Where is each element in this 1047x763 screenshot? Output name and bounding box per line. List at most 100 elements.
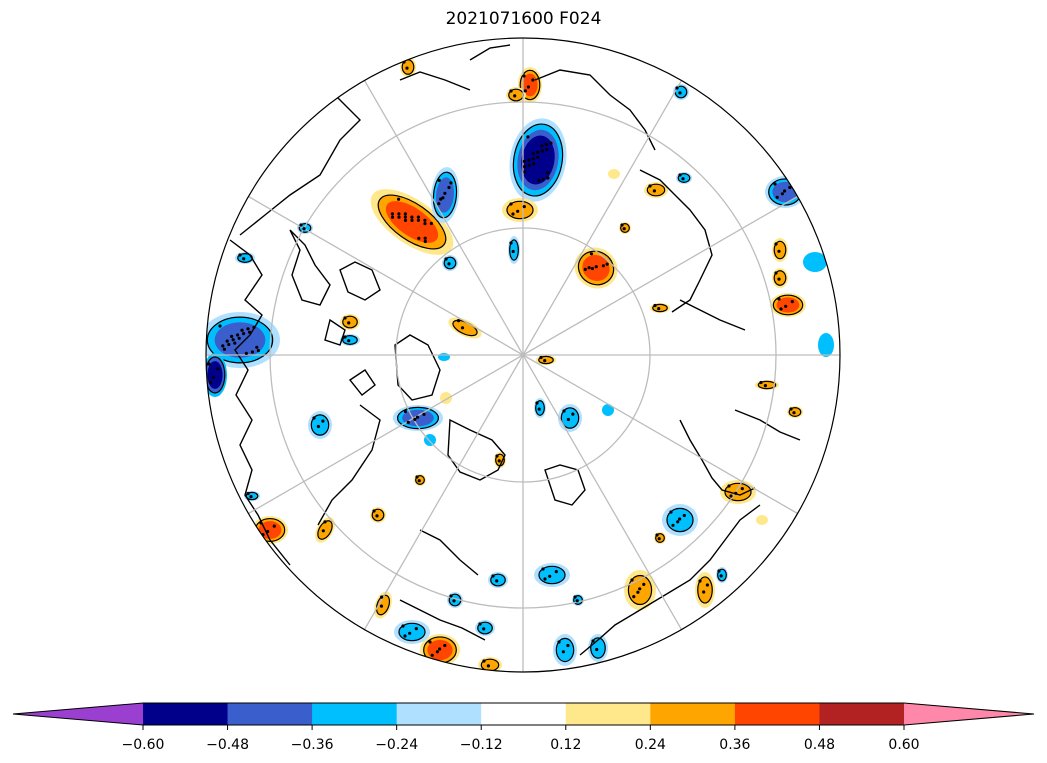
stipple-dot <box>423 239 427 244</box>
map-title: 2021071600 F024 <box>445 9 602 29</box>
stipple-dot <box>527 158 531 162</box>
stipple-dot <box>347 339 351 343</box>
stipple-dot <box>497 459 501 463</box>
stipple-dot <box>523 170 527 174</box>
stipple-dot <box>347 321 351 325</box>
coastline <box>734 409 801 441</box>
stipple-dot <box>636 590 640 594</box>
stipple-dot <box>435 650 439 654</box>
map-boundary <box>205 37 841 673</box>
stipple-dot <box>773 182 777 186</box>
stipple-dot <box>513 94 517 98</box>
stipple-dot <box>482 627 486 631</box>
stipple-dot <box>622 227 626 231</box>
stipple-dot <box>413 417 417 421</box>
stipple-dot <box>779 307 783 311</box>
stipple-dot <box>545 148 549 152</box>
stipple-dot <box>561 650 566 654</box>
stipple-dot <box>415 475 419 479</box>
stipple-dot <box>255 345 259 349</box>
stipple-dot <box>416 218 420 222</box>
meridian-line <box>363 354 524 630</box>
stipple-dot <box>544 142 549 146</box>
stipple-dot <box>591 639 595 643</box>
coastline <box>239 89 361 236</box>
coastline <box>289 229 331 306</box>
stipple-dot <box>571 412 575 416</box>
stipple-dot <box>343 335 347 339</box>
stipple-dot <box>238 253 242 257</box>
stipple-dot <box>439 197 443 201</box>
colorbar-bin <box>650 703 736 725</box>
stipple-dot <box>522 74 526 78</box>
meridian-line <box>522 354 683 630</box>
stipple-dot <box>790 300 794 304</box>
stipple-dot <box>422 412 426 416</box>
anomaly-region <box>385 201 439 243</box>
stipple-dot <box>491 574 495 578</box>
colorbar-tick-label: 0.12 <box>550 737 581 753</box>
anomaly-region <box>608 169 620 179</box>
stipple-dot <box>540 144 544 148</box>
stipple-dot <box>789 407 793 411</box>
coastlines <box>229 44 801 656</box>
stipple-dot <box>375 514 379 518</box>
stipple-dot <box>380 595 384 599</box>
meridian-line <box>522 195 798 356</box>
stipple-dot <box>543 577 547 581</box>
stipple-dot <box>594 265 598 269</box>
stipple-dot <box>316 424 320 429</box>
stipple-dot <box>620 223 624 227</box>
anomaly-region <box>697 576 713 604</box>
coastline <box>399 71 471 91</box>
stipple-dot <box>246 327 250 331</box>
stipple-dot <box>698 579 702 583</box>
anomaly-region <box>509 239 519 261</box>
stipple-dot <box>272 524 276 528</box>
stipple-dot <box>590 266 595 271</box>
stipple-dot <box>430 653 434 657</box>
colorbar-tick-label: −0.60 <box>122 737 165 753</box>
polar-map <box>205 37 841 673</box>
stipple-dot <box>548 574 552 578</box>
stipple-dot <box>595 647 599 652</box>
stipple-dot <box>532 162 536 166</box>
stipple-dot <box>777 249 781 253</box>
stipple-dot <box>774 271 778 275</box>
stipple-dot <box>783 189 787 193</box>
stipple-dot <box>443 191 447 195</box>
stipple-dot <box>256 349 260 353</box>
anomaly-region <box>560 407 580 429</box>
stipple-dot <box>632 595 636 599</box>
stipple-dot <box>587 266 591 270</box>
anomaly-region <box>555 637 575 663</box>
colorbar-tick-label: −0.24 <box>375 737 418 753</box>
stipple-dot <box>222 347 226 351</box>
stipple-dot <box>495 454 499 458</box>
anomaly-region <box>375 594 391 616</box>
stipple-dot <box>321 419 325 423</box>
stipple-dot <box>681 177 685 181</box>
stipple-dot <box>410 215 414 219</box>
stipple-dot <box>423 236 427 240</box>
stipple-dot <box>541 567 545 571</box>
anomaly-region <box>757 380 777 390</box>
stipple-dot <box>208 380 212 384</box>
stipple-dot <box>511 249 515 254</box>
meridian-line <box>522 80 683 356</box>
stipple-dot <box>428 640 432 644</box>
stipple-dot <box>675 86 679 90</box>
stipple-dot <box>447 262 451 266</box>
colorbar-extend-under <box>13 703 143 725</box>
anomaly-region <box>317 520 333 540</box>
stipple-dot <box>775 195 779 199</box>
stipple-dot <box>678 173 682 177</box>
stipple-dot <box>408 631 412 635</box>
stipple-dot <box>535 401 539 405</box>
stipple-dot <box>729 494 733 498</box>
stipple-dot <box>642 582 646 587</box>
stipple-dot <box>531 157 536 161</box>
stipple-dot <box>516 209 520 213</box>
stipple-dot <box>536 155 540 159</box>
stipple-dot <box>734 491 738 495</box>
